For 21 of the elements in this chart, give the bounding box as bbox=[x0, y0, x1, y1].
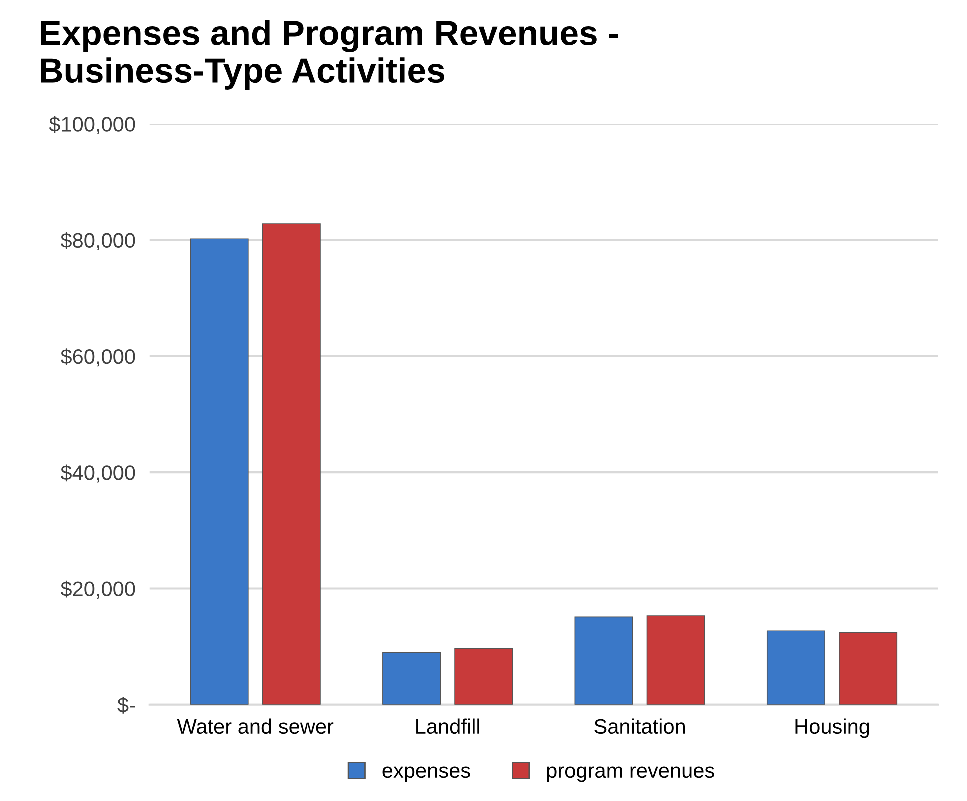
bar bbox=[190, 238, 249, 705]
y-tick-label: $40,000 bbox=[60, 464, 136, 483]
y-tick-label: $100,000 bbox=[49, 116, 136, 134]
y-tick-label: $60,000 bbox=[60, 348, 136, 367]
bar bbox=[454, 648, 514, 705]
x-tick-label: Sanitation bbox=[594, 718, 686, 734]
bar bbox=[839, 632, 898, 705]
x-tick-label: Landfill bbox=[416, 718, 480, 734]
bar bbox=[262, 224, 321, 705]
y-tick-label: $80,000 bbox=[60, 232, 136, 251]
bar bbox=[574, 616, 634, 705]
chart-title: Expenses and Program Revenues - Business-Type Activities bbox=[41, 20, 618, 90]
x-tick-label: Housing bbox=[796, 718, 870, 738]
legend-label: expenses bbox=[382, 766, 470, 782]
legend-label: program revenues bbox=[547, 766, 714, 782]
y-tick-label: $20,000 bbox=[60, 580, 136, 599]
x-tick-label: Water and sewer bbox=[177, 718, 334, 734]
y-tick-label: $- bbox=[118, 697, 136, 714]
bar bbox=[382, 652, 442, 705]
bar bbox=[766, 630, 826, 705]
bar bbox=[646, 616, 706, 705]
